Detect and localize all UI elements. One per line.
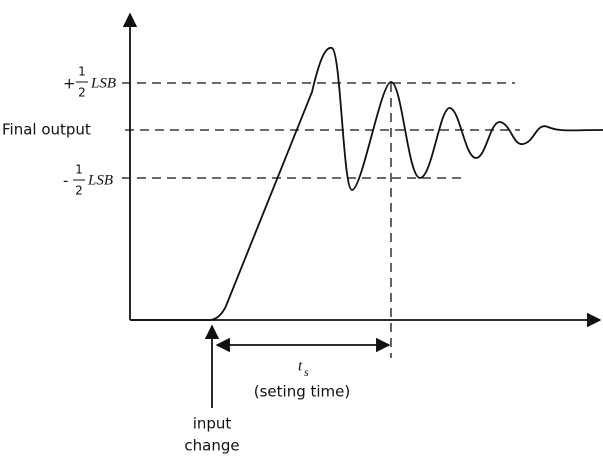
unit: LSB — [87, 172, 113, 188]
settling-symbol: t — [298, 358, 303, 374]
denominator: 2 — [75, 184, 83, 198]
sign: + — [63, 75, 76, 93]
numerator: 1 — [75, 163, 83, 177]
numerator: 1 — [78, 65, 86, 79]
settling-caption: (seting time) — [254, 383, 350, 401]
settling-subscript: s — [304, 365, 309, 379]
sign: - — [63, 172, 68, 190]
input-label: input — [193, 415, 232, 433]
unit: LSB — [90, 75, 116, 91]
diagram: + 1 2 LSB Final output - 1 2 LSB t s (se… — [0, 0, 603, 461]
denominator: 2 — [78, 86, 86, 100]
input-label: change — [184, 437, 239, 455]
response-curve — [130, 48, 603, 320]
final-output-label: Final output — [2, 121, 91, 139]
